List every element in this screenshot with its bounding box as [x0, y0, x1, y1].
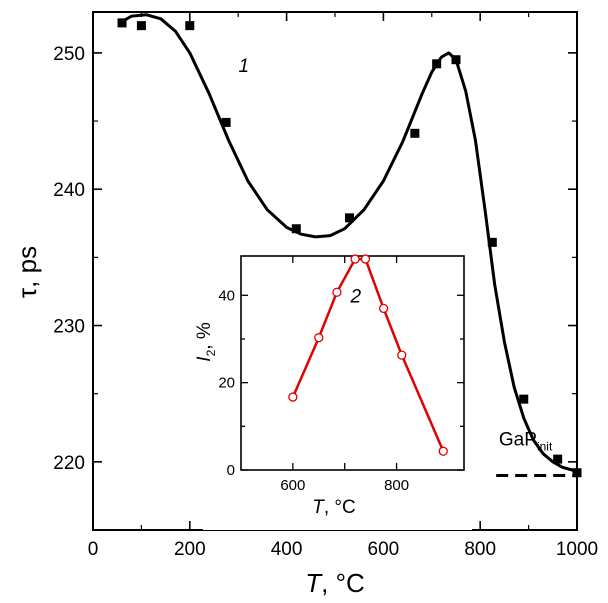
x-tick-label: 0 — [88, 539, 99, 560]
inset-data-point-circle — [314, 333, 324, 343]
inset-y-tick-label: 40 — [218, 287, 235, 304]
fit-curve-line — [120, 13, 579, 473]
inset-y-axis-title-subscript: 2 — [204, 349, 218, 356]
inset-x-tick-label: 600 — [280, 477, 305, 494]
inset-data-point-circle — [350, 254, 360, 264]
inset-y-axis-title-unit: , % — [194, 322, 215, 350]
x-axis-title-unit: , °C — [321, 568, 365, 598]
data-point-square — [136, 21, 146, 31]
inset-y-tick-label: 20 — [218, 375, 235, 392]
y-tick-label: 250 — [53, 44, 85, 65]
inset-y-tick-label: 0 — [227, 462, 235, 479]
data-point-square — [221, 117, 231, 127]
y-axis-title: τ, ps — [12, 246, 42, 298]
x-axis-title-symbol: T — [305, 568, 323, 598]
series-2-label: 2 — [350, 286, 362, 307]
x-tick-label: 600 — [368, 539, 400, 560]
reference-line-label: GaPinit — [499, 429, 553, 453]
inset-data-point-circle — [438, 446, 448, 456]
inset-data-point-circle — [360, 254, 371, 264]
data-point-square — [410, 128, 420, 138]
x-tick-label: 1000 — [556, 539, 598, 560]
x-axis-title: T, °C — [305, 568, 365, 598]
inset-data-point-circle — [378, 303, 389, 314]
x-tick-label: 800 — [464, 539, 496, 560]
inset-y-axis-title-symbol: I — [194, 356, 215, 362]
inset-x-axis-title-unit: , °C — [324, 497, 356, 518]
data-point-square — [553, 454, 563, 464]
data-point-square — [117, 18, 127, 28]
data-point-square — [519, 394, 529, 404]
data-point-square — [345, 213, 355, 223]
y-tick-label: 230 — [53, 317, 85, 338]
reference-label-subscript: init — [537, 439, 553, 453]
data-point-square — [291, 224, 301, 234]
inset-data-point-circle — [332, 287, 342, 297]
inset-data-point-circle — [397, 350, 407, 360]
data-point-square — [572, 468, 582, 478]
inset-x-axis-title-symbol: T — [312, 497, 325, 518]
y-tick-label: 220 — [53, 453, 85, 474]
series-1-label: 1 — [239, 56, 250, 77]
data-point-square — [432, 59, 442, 69]
data-point-square — [487, 237, 497, 247]
x-tick-label: 400 — [271, 539, 303, 560]
reference-label-main: GaP — [499, 429, 537, 450]
inset-x-tick-label: 800 — [384, 477, 409, 494]
inset-series-2-line — [291, 257, 445, 452]
inset-y-axis-title: I2, % — [194, 322, 218, 362]
data-point-square — [451, 55, 461, 65]
data-point-square — [185, 21, 195, 31]
x-tick-label: 200 — [174, 539, 206, 560]
inset-x-axis-title: T, °C — [312, 497, 356, 518]
y-tick-label: 240 — [53, 180, 85, 201]
inset-data-point-circle — [288, 392, 298, 402]
